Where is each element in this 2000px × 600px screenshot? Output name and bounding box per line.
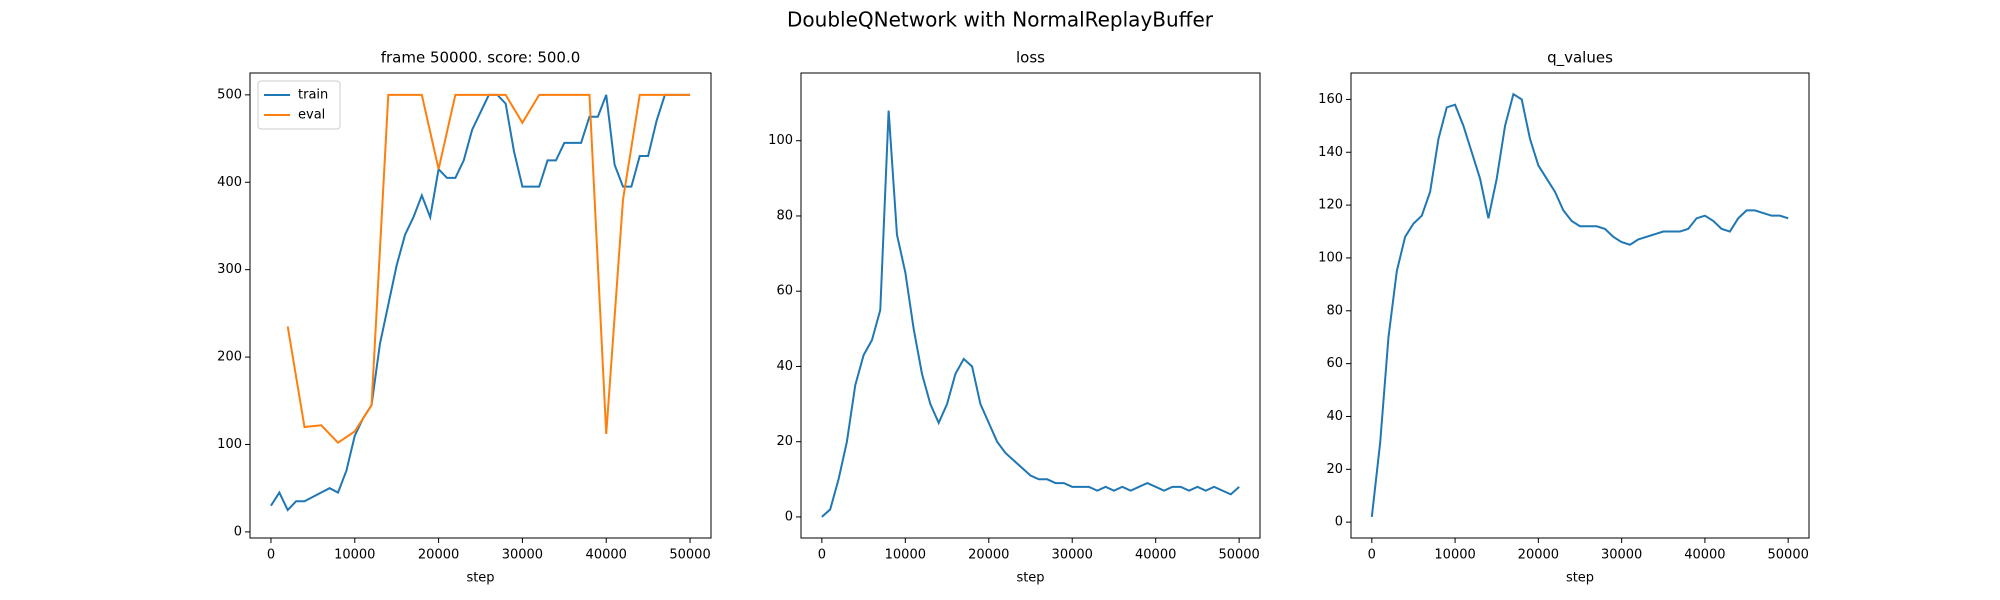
x-tick-label: 40000 (586, 548, 627, 563)
line-series (821, 110, 1240, 518)
y-tick-label: 40 (1326, 409, 1343, 424)
y-tick-label: 80 (776, 208, 793, 223)
y-tick-label: 20 (1326, 462, 1343, 477)
x-tick-label: 10000 (334, 548, 375, 563)
y-tick-label: 80 (1326, 303, 1343, 318)
x-tick-label: 0 (818, 548, 826, 563)
x-tick-label: 50000 (1218, 548, 1259, 563)
x-tick-label: 0 (1368, 548, 1376, 563)
y-tick-label: 60 (776, 284, 793, 299)
y-tick-label: 300 (217, 262, 242, 277)
x-tick-label: 30000 (502, 548, 543, 563)
y-tick-label: 100 (1318, 250, 1343, 265)
line-series (1370, 92, 1789, 517)
y-tick-label: 0 (234, 524, 242, 539)
chart-title: frame 50000. score: 500.0 (381, 49, 581, 67)
axes-frame (249, 72, 712, 539)
x-axis-label: step (1016, 571, 1044, 586)
axes-frame (800, 72, 1261, 539)
y-tick-label: 0 (1335, 515, 1343, 530)
x-tick-label: 10000 (1434, 548, 1475, 563)
x-axis-label: step (1566, 571, 1594, 586)
y-tick-label: 400 (217, 175, 242, 190)
chart-title: loss (1016, 49, 1045, 67)
line-series (286, 93, 691, 445)
chart-title: q_values (1547, 49, 1613, 68)
x-tick-label: 30000 (1601, 548, 1642, 563)
y-tick-label: 500 (217, 87, 242, 102)
x-axis-label: step (466, 571, 494, 586)
line-series (270, 93, 691, 512)
legend-box (257, 80, 341, 130)
axes-frame (1350, 72, 1810, 539)
y-tick-label: 120 (1318, 198, 1343, 213)
y-tick-label: 160 (1318, 92, 1343, 107)
y-tick-label: 20 (776, 434, 793, 449)
x-tick-label: 50000 (669, 548, 710, 563)
y-tick-label: 140 (1318, 145, 1343, 160)
x-tick-label: 10000 (885, 548, 926, 563)
y-tick-label: 100 (768, 133, 793, 148)
legend-label: train (298, 88, 328, 103)
x-tick-label: 50000 (1768, 548, 1809, 563)
figure-title: DoubleQNetwork with NormalReplayBuffer (787, 8, 1214, 32)
x-tick-label: 40000 (1684, 548, 1725, 563)
y-tick-label: 200 (217, 350, 242, 365)
y-tick-label: 100 (217, 437, 242, 452)
x-tick-label: 40000 (1135, 548, 1176, 563)
y-tick-label: 40 (776, 359, 793, 374)
x-tick-label: 20000 (1518, 548, 1559, 563)
x-tick-label: 0 (267, 548, 275, 563)
x-tick-label: 20000 (968, 548, 1009, 563)
y-tick-label: 0 (785, 509, 793, 524)
legend-label: eval (298, 108, 325, 123)
y-tick-label: 60 (1326, 356, 1343, 371)
x-tick-label: 20000 (418, 548, 459, 563)
x-tick-label: 30000 (1052, 548, 1093, 563)
